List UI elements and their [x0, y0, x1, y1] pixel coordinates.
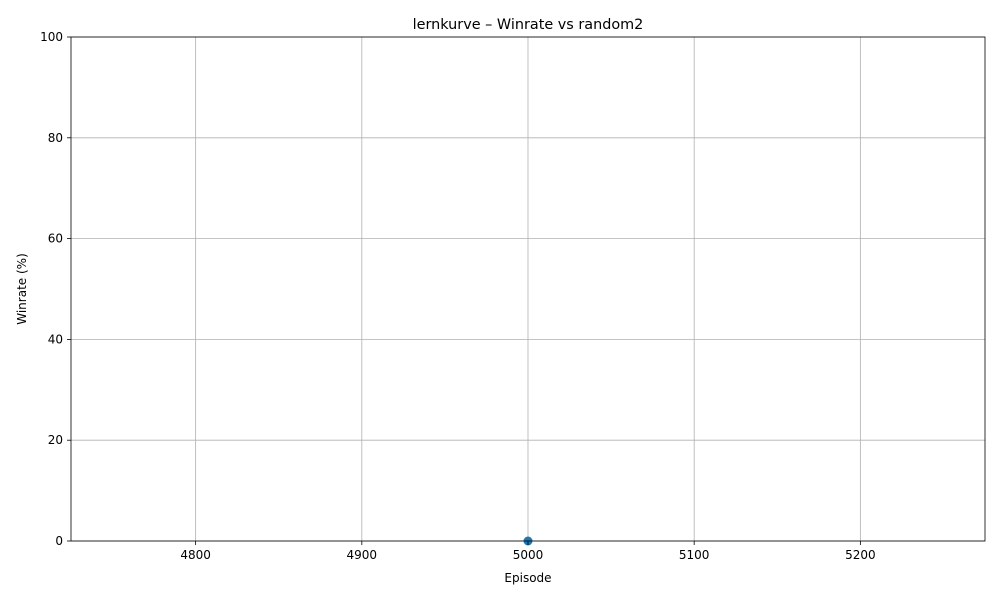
y-tick-label-4: 80 [48, 131, 63, 145]
x-axis-label: Episode [504, 571, 551, 585]
y-tick-label-0: 0 [55, 534, 63, 548]
y-tick-label-2: 40 [48, 332, 63, 346]
x-tick-label-2: 5000 [513, 548, 544, 562]
x-tick-label-3: 5100 [679, 548, 710, 562]
grid [71, 36, 985, 542]
x-tick-label-0: 4800 [180, 548, 211, 562]
x-tick-label-1: 4900 [347, 548, 378, 562]
y-tick-label-1: 20 [48, 433, 63, 447]
y-tick-label-3: 60 [48, 232, 63, 246]
y-tick-label-5: 100 [40, 30, 63, 44]
chart-title: lernkurve – Winrate vs random2 [413, 17, 644, 33]
y-axis-label: Winrate (%) [15, 253, 29, 325]
ticks: 4800 4900 5000 5100 5200 0 20 40 60 80 100 [40, 30, 876, 562]
x-tick-label-4: 5200 [845, 548, 876, 562]
